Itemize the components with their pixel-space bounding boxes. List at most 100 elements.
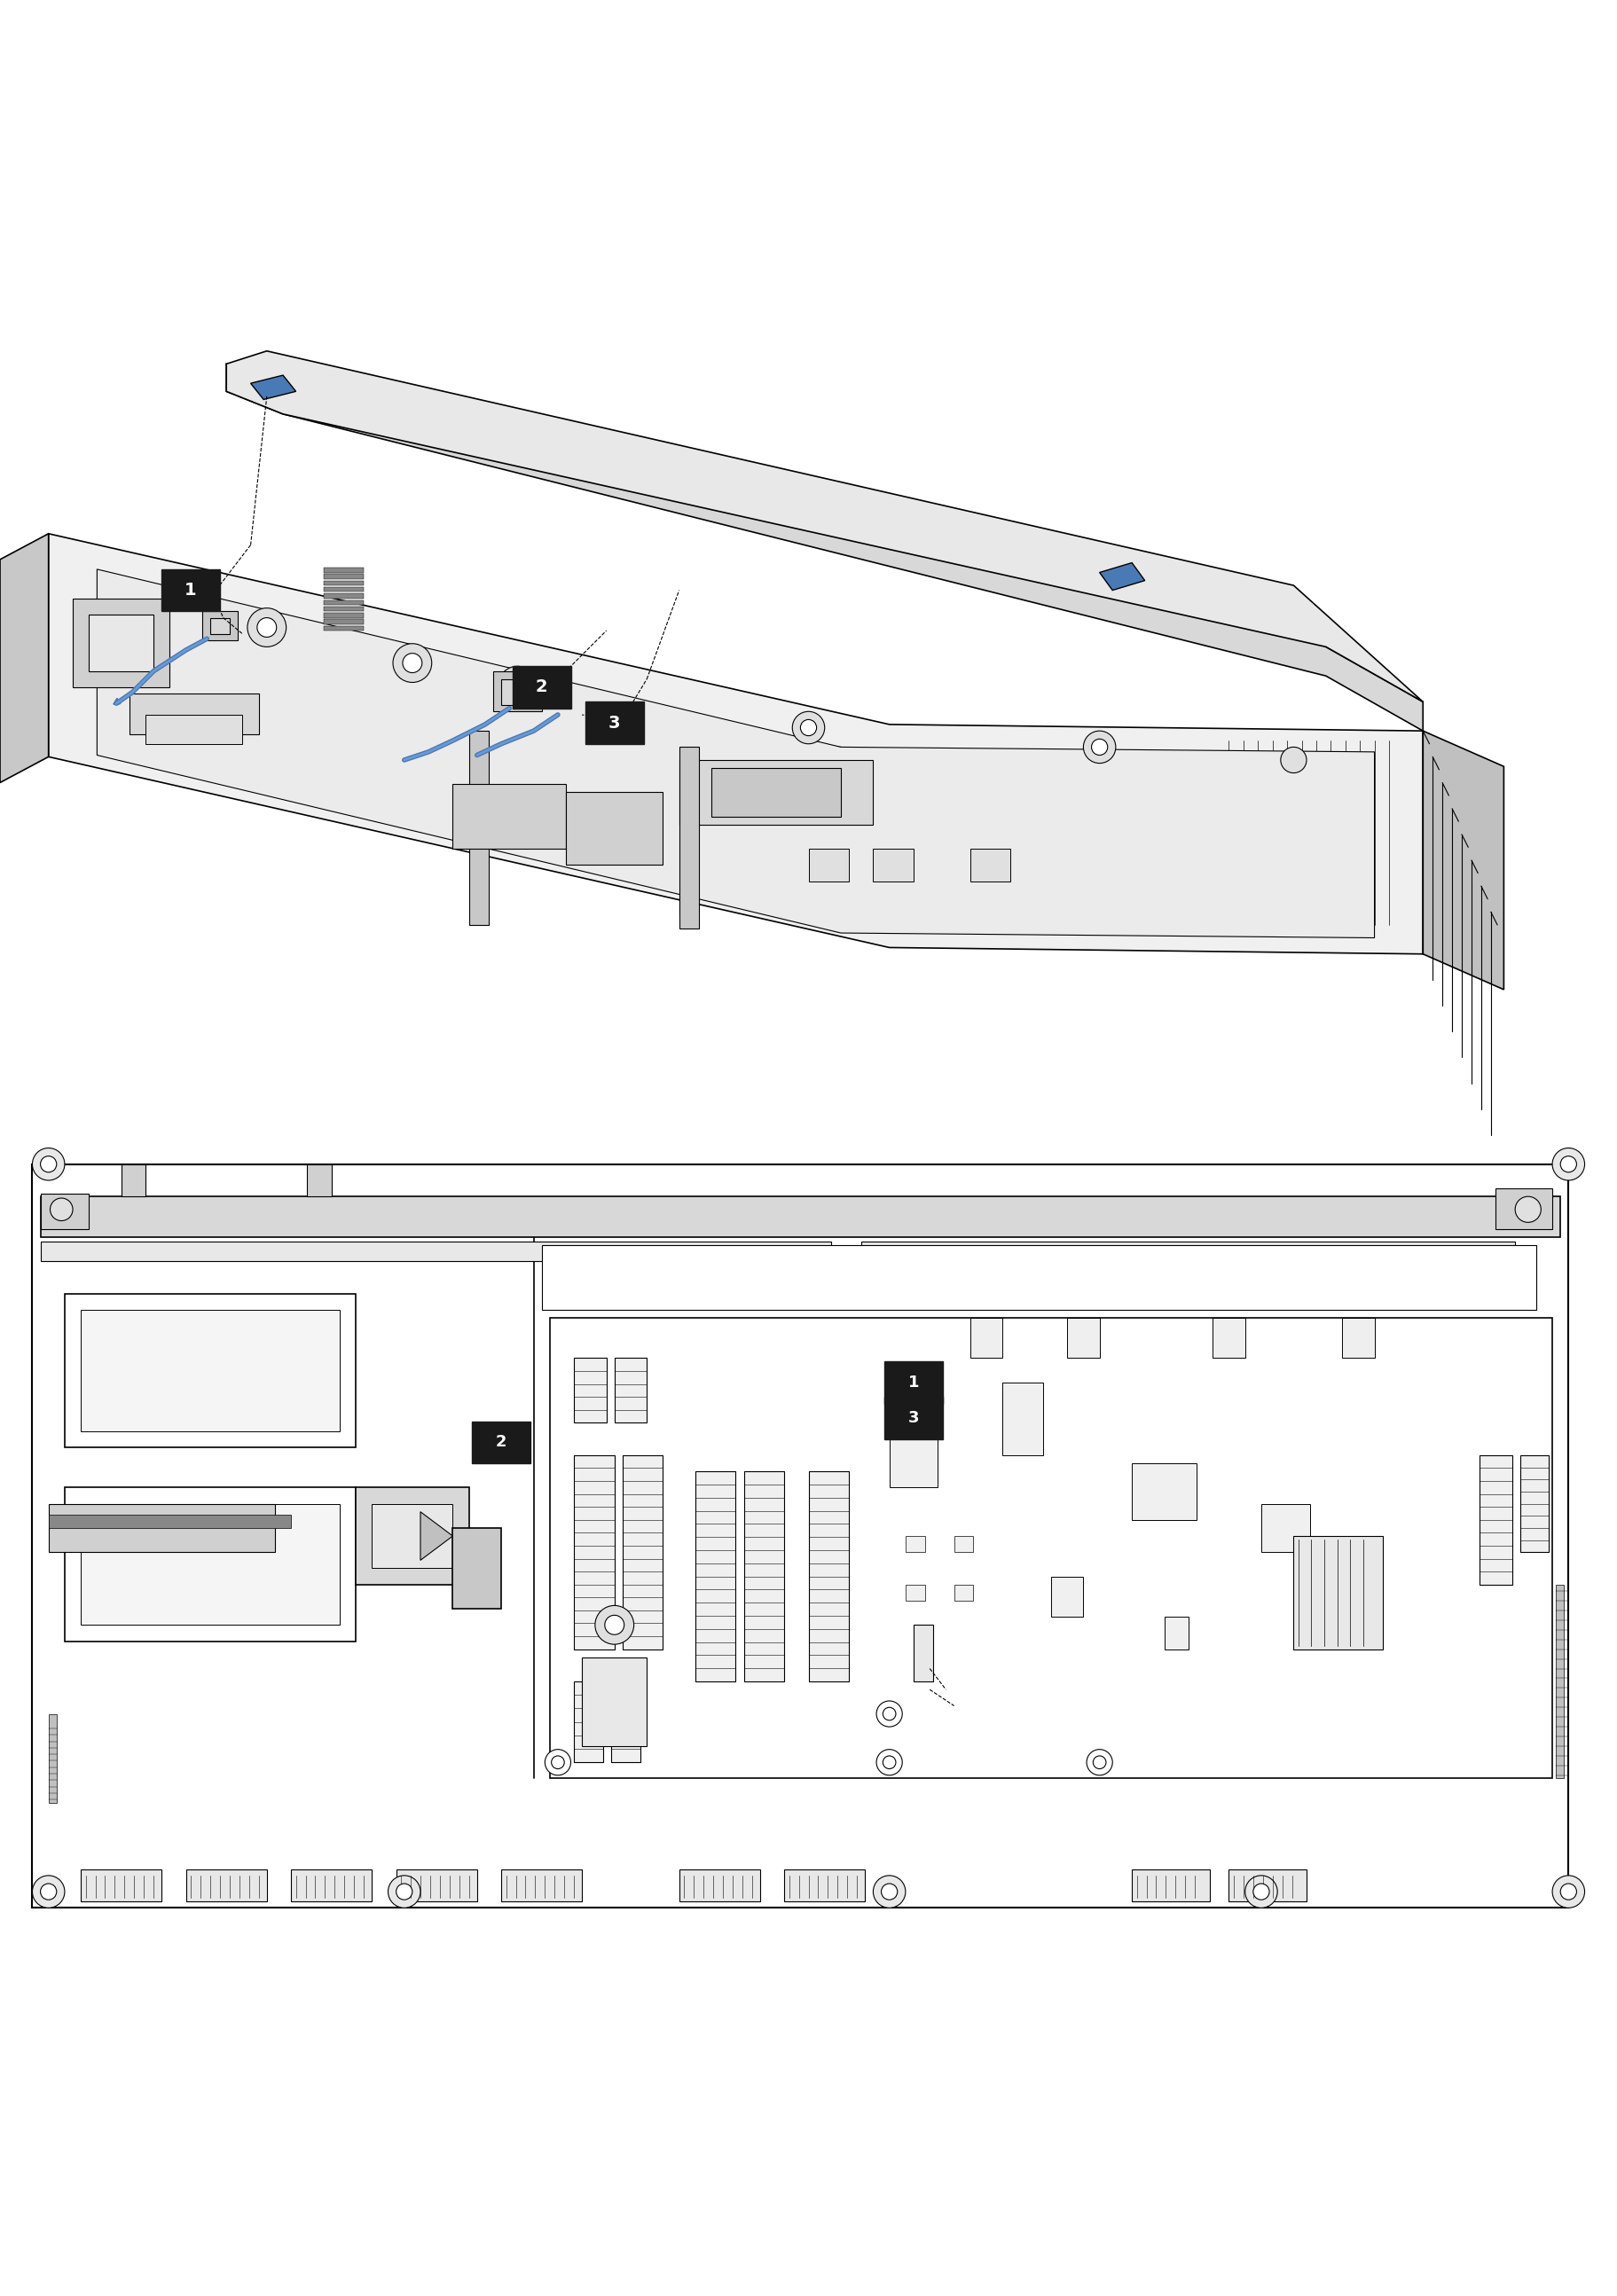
Bar	[89, 615, 154, 670]
Bar	[954, 1584, 973, 1600]
Circle shape	[247, 608, 286, 647]
Bar	[121, 1164, 146, 1196]
Bar	[469, 730, 488, 925]
Circle shape	[1281, 746, 1307, 774]
Bar	[550, 1318, 1552, 1779]
Bar	[582, 1658, 647, 1747]
Bar	[396, 1869, 477, 1901]
Bar	[323, 581, 364, 585]
Bar	[323, 606, 364, 611]
Bar	[679, 746, 699, 928]
Bar	[40, 1194, 89, 1228]
Bar	[40, 1196, 1560, 1238]
Circle shape	[792, 712, 825, 744]
Bar	[566, 792, 663, 866]
Bar	[81, 1504, 340, 1626]
Bar	[1261, 1504, 1310, 1552]
Circle shape	[32, 1148, 65, 1180]
Bar	[1496, 1189, 1552, 1228]
Circle shape	[883, 1708, 896, 1720]
Circle shape	[545, 1750, 571, 1775]
Bar	[323, 574, 364, 579]
Bar	[501, 1869, 582, 1901]
Bar	[1003, 1382, 1043, 1456]
Circle shape	[881, 1883, 897, 1899]
Circle shape	[498, 666, 537, 705]
Bar	[1132, 1463, 1197, 1520]
Bar	[129, 693, 259, 735]
Circle shape	[508, 675, 527, 696]
Circle shape	[1083, 730, 1116, 762]
Circle shape	[1560, 1883, 1577, 1899]
Circle shape	[1552, 1148, 1585, 1180]
Bar	[711, 769, 841, 817]
Bar	[1294, 1536, 1383, 1649]
Circle shape	[876, 1750, 902, 1775]
Bar	[65, 1293, 356, 1446]
Bar	[611, 1681, 640, 1763]
Circle shape	[1515, 1196, 1541, 1221]
Bar	[323, 627, 364, 631]
Circle shape	[595, 1605, 634, 1644]
Bar	[65, 1488, 356, 1642]
Polygon shape	[420, 1511, 453, 1561]
Bar	[1132, 1869, 1210, 1901]
Bar	[1342, 1318, 1374, 1359]
Bar	[32, 1164, 1568, 1908]
Circle shape	[876, 1701, 902, 1727]
Bar	[40, 1242, 831, 1261]
Bar	[862, 1242, 1515, 1261]
Circle shape	[1253, 1883, 1269, 1899]
Bar	[906, 1536, 925, 1552]
Bar	[186, 1869, 267, 1901]
Bar	[889, 1398, 938, 1488]
Circle shape	[393, 643, 432, 682]
Bar	[954, 1536, 973, 1552]
Text: 2: 2	[496, 1435, 506, 1451]
Text: 3: 3	[909, 1410, 918, 1426]
Polygon shape	[1423, 730, 1504, 990]
Circle shape	[605, 1614, 624, 1635]
Bar	[1229, 1869, 1307, 1901]
Circle shape	[873, 1876, 906, 1908]
Polygon shape	[226, 363, 1423, 730]
Bar	[873, 850, 914, 882]
Polygon shape	[97, 569, 1374, 937]
Circle shape	[403, 654, 422, 673]
Bar	[784, 1869, 865, 1901]
Bar	[356, 1488, 469, 1584]
FancyBboxPatch shape	[884, 1396, 943, 1440]
Circle shape	[50, 1199, 73, 1221]
FancyBboxPatch shape	[472, 1421, 530, 1463]
Bar	[744, 1472, 784, 1681]
Bar	[679, 760, 873, 824]
Bar	[493, 670, 542, 712]
Bar	[323, 567, 364, 572]
Bar	[1213, 1318, 1245, 1359]
Bar	[970, 1318, 1003, 1359]
Bar	[210, 618, 230, 634]
FancyBboxPatch shape	[513, 666, 571, 707]
Bar	[453, 785, 566, 850]
Bar	[1067, 1318, 1100, 1359]
Bar	[574, 1359, 606, 1424]
Polygon shape	[251, 374, 296, 400]
FancyBboxPatch shape	[884, 1362, 943, 1403]
Bar	[323, 613, 364, 618]
Bar	[574, 1681, 603, 1763]
Circle shape	[1552, 1876, 1585, 1908]
Circle shape	[40, 1883, 57, 1899]
Bar	[1520, 1456, 1549, 1552]
Bar	[914, 1626, 933, 1681]
Bar	[1556, 1584, 1564, 1779]
Bar	[323, 599, 364, 604]
Bar	[81, 1869, 162, 1901]
Circle shape	[883, 1756, 896, 1768]
Circle shape	[388, 1876, 420, 1908]
Circle shape	[1093, 1756, 1106, 1768]
Bar	[1480, 1456, 1512, 1584]
Circle shape	[1087, 1750, 1112, 1775]
FancyBboxPatch shape	[162, 569, 220, 611]
Bar	[695, 1472, 736, 1681]
Polygon shape	[1100, 563, 1145, 590]
